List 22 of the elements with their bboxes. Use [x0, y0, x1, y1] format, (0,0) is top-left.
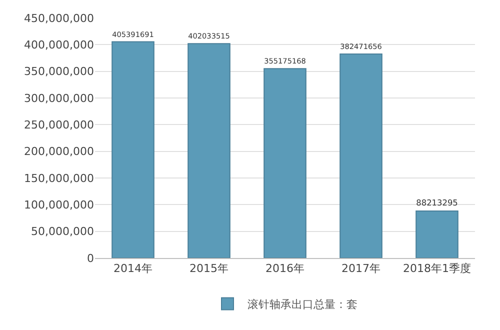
x-tick-label: 2018年1季度	[403, 262, 471, 276]
bar	[188, 43, 230, 258]
y-tick-label: 100,000,000	[24, 198, 94, 212]
y-tick-label: 0	[87, 252, 94, 265]
y-tick-label: 150,000,000	[24, 172, 94, 185]
y-tick-label: 450,000,000	[24, 12, 94, 25]
y-tick-label: 200,000,000	[24, 145, 94, 158]
bar	[416, 210, 458, 258]
y-tick-label: 400,000,000	[24, 38, 94, 52]
legend-label: 滚针轴承出口总量：套	[248, 298, 358, 311]
data-label: 88213295	[416, 198, 458, 208]
x-tick-label: 2016年	[266, 262, 304, 276]
bar	[264, 68, 306, 258]
bar	[112, 41, 154, 258]
y-tick-label: 50,000,000	[31, 225, 94, 238]
y-tick-label: 350,000,000	[24, 65, 94, 78]
y-tick-label: 250,000,000	[24, 118, 94, 132]
x-tick-label: 2014年	[114, 262, 152, 276]
x-tick-label: 2015年	[190, 262, 228, 276]
bar	[340, 54, 382, 258]
y-tick-label: 300,000,000	[24, 92, 94, 105]
x-tick-label: 2017年	[342, 262, 380, 276]
